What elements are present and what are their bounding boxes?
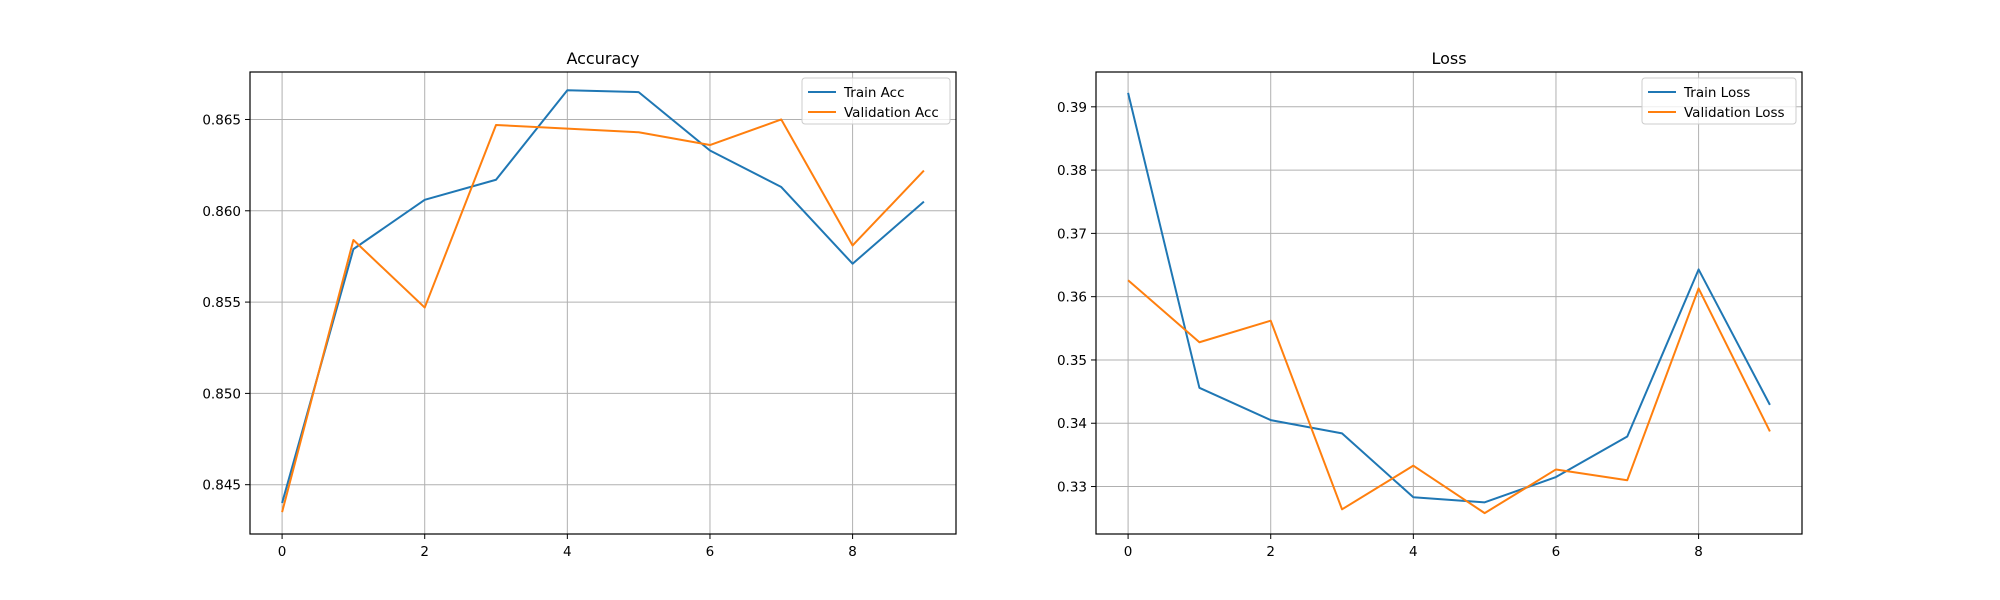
loss-legend: Train Loss Validation Loss <box>1641 77 1797 125</box>
accuracy-x-tick-label: 8 <box>848 544 857 560</box>
accuracy-panel: 0 2 4 6 8 0.845 0.850 0.855 0.860 0.865 Accuracy Tr… <box>202 49 957 560</box>
loss-y-tick-label: 0.36 <box>1057 290 1087 306</box>
loss-legend-box <box>1641 77 1797 125</box>
accuracy-x-tick-label: 4 <box>563 544 572 560</box>
accuracy-y-tick-label: 0.845 <box>202 478 241 494</box>
accuracy-legend: Train Acc Validation Acc <box>801 77 951 125</box>
loss-chart-title: Loss <box>1431 49 1466 68</box>
loss-legend-label-1: Validation Loss <box>1684 105 1785 121</box>
accuracy-y-tick-label: 0.855 <box>202 295 241 311</box>
loss-axes-frame <box>1095 71 1803 535</box>
accuracy-legend-label-1: Validation Acc <box>844 105 939 121</box>
loss-x-tick-label: 4 <box>1409 544 1418 560</box>
accuracy-legend-box <box>801 77 951 125</box>
loss-panel: 0 2 4 6 8 0.33 0.34 0.35 0.36 0.37 0.38 0.39 Loss Tra… <box>1057 49 1803 560</box>
accuracy-x-tick-label: 6 <box>706 544 715 560</box>
loss-x-tick-label: 6 <box>1552 544 1561 560</box>
accuracy-axes-frame <box>249 71 957 535</box>
accuracy-chart-title: Accuracy <box>566 49 639 68</box>
accuracy-series-line-0 <box>281 89 925 504</box>
loss-x-tick-label: 2 <box>1266 544 1275 560</box>
loss-y-tick-label: 0.35 <box>1057 353 1087 369</box>
accuracy-series-line-1 <box>281 118 925 513</box>
accuracy-y-tick-label: 0.860 <box>202 204 241 220</box>
loss-y-tick-label: 0.34 <box>1057 416 1087 432</box>
loss-x-tick-label: 8 <box>1694 544 1703 560</box>
loss-series-line-0 <box>1127 92 1771 504</box>
accuracy-y-tick-label: 0.850 <box>202 386 241 402</box>
loss-series-line-1 <box>1127 279 1771 515</box>
loss-legend-label-0: Train Loss <box>1683 85 1750 101</box>
loss-y-tick-label: 0.37 <box>1057 226 1087 242</box>
loss-x-tick-label: 0 <box>1124 544 1133 560</box>
loss-y-tick-label: 0.39 <box>1057 100 1087 116</box>
accuracy-legend-label-0: Train Acc <box>843 85 905 101</box>
loss-y-tick-label: 0.38 <box>1057 163 1087 179</box>
accuracy-x-tick-label: 0 <box>278 544 287 560</box>
loss-y-tick-label: 0.33 <box>1057 480 1087 496</box>
accuracy-y-tick-label: 0.865 <box>202 112 241 128</box>
accuracy-x-tick-label: 2 <box>420 544 429 560</box>
